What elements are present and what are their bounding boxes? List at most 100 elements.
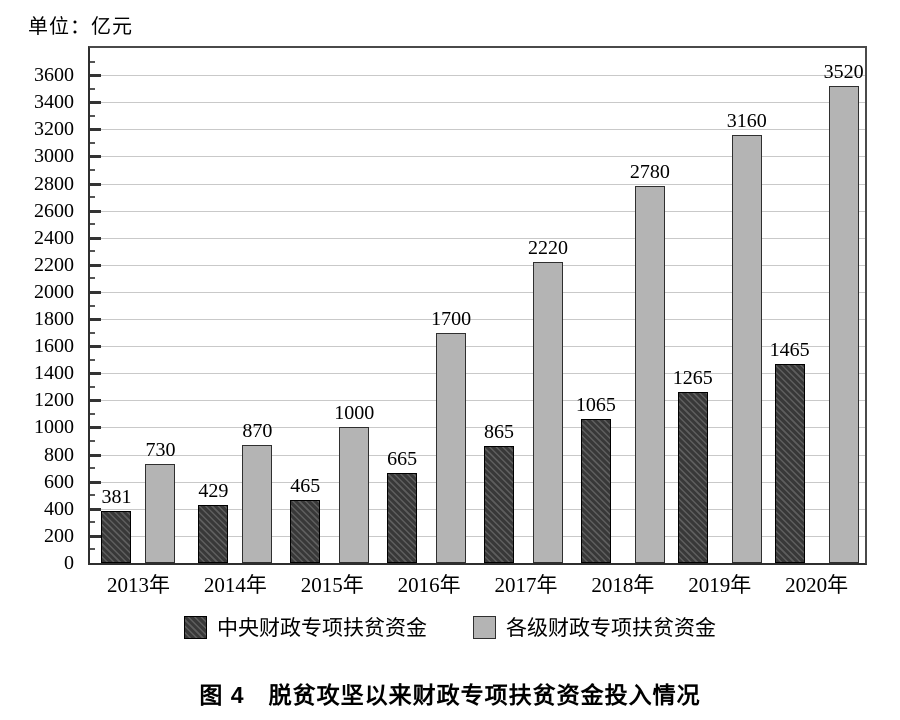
- unit-label: 单位：亿元: [28, 16, 133, 38]
- y-minor-tick: [90, 87, 95, 90]
- bar-group: 1265 3160 2019年: [671, 48, 768, 597]
- y-minor-tick: [90, 304, 95, 307]
- y-tick-label: 1000: [34, 416, 74, 439]
- y-tick-label: 2000: [34, 280, 74, 303]
- legend: 中央财政专项扶贫资金 各级财政专项扶贫资金: [0, 612, 900, 642]
- y-major-tick: [90, 318, 101, 322]
- gridline: [90, 291, 865, 293]
- gridline: [90, 319, 865, 321]
- bar-group: 1065 2780 2018年: [574, 48, 671, 597]
- bar-value-label: 2220: [527, 237, 568, 260]
- bar-value-label: 465: [290, 474, 321, 497]
- bar: [145, 464, 176, 563]
- y-minor-tick: [90, 196, 95, 199]
- bar-with-label: 2780: [630, 161, 670, 563]
- y-tick-label: 1800: [34, 308, 74, 331]
- y-major-tick: [90, 128, 101, 132]
- bar-value-label: 730: [145, 439, 176, 462]
- y-minor-tick: [90, 331, 95, 334]
- gridline: [90, 481, 865, 483]
- y-tick-label: 1200: [34, 389, 74, 412]
- bar-with-label: 465: [290, 474, 321, 563]
- y-major-tick: [90, 345, 101, 349]
- y-major-tick: [90, 399, 101, 403]
- y-minor-tick: [90, 494, 95, 497]
- bar-with-label: 1265: [673, 367, 713, 563]
- y-minor-tick: [90, 385, 95, 388]
- legend-label-all-levels-funds: 各级财政专项扶贫资金: [506, 616, 716, 640]
- bar-group: 381 730 2013年: [90, 48, 187, 597]
- y-minor-tick: [90, 358, 95, 361]
- y-major-tick: [90, 263, 101, 267]
- y-tick-label: 2800: [34, 172, 74, 195]
- x-tick-label: 2020年: [785, 573, 849, 597]
- y-major-tick: [90, 209, 101, 213]
- bar-group: 1465 3520 2020年: [768, 48, 865, 597]
- gridline: [90, 156, 865, 158]
- gridline: [90, 400, 865, 402]
- bar: [198, 504, 229, 563]
- gridline: [90, 102, 865, 104]
- legend-swatch-light-solid-icon: [473, 615, 496, 639]
- bar: [677, 391, 708, 563]
- bar-value-label: 870: [242, 420, 273, 443]
- legend-label-central-funds: 中央财政专项扶贫资金: [217, 616, 427, 640]
- bar: [483, 445, 514, 563]
- bar: [731, 134, 762, 563]
- bar-with-label: 1065: [576, 394, 616, 563]
- bar-value-label: 865: [483, 420, 514, 443]
- y-tick-label: 3600: [34, 64, 74, 87]
- bar-value-label: 2780: [629, 161, 670, 184]
- y-major-tick: [90, 290, 101, 294]
- bar-with-label: 2220: [528, 237, 568, 563]
- y-major-tick: [90, 453, 101, 457]
- plot-area: 381 730 2013年 429 870 2014年 465 1000 2015年 665 170…: [88, 46, 867, 597]
- bar-with-label: 665: [387, 447, 418, 563]
- y-tick-label: 800: [44, 443, 74, 466]
- gridline: [90, 75, 865, 77]
- y-major-tick: [90, 182, 101, 186]
- y-minor-tick: [90, 60, 95, 63]
- bar: [580, 418, 611, 563]
- y-tick-label: 200: [44, 524, 74, 547]
- y-tick-label: 600: [44, 470, 74, 493]
- bar: [532, 262, 563, 563]
- bar: [290, 499, 321, 563]
- bar: [828, 85, 859, 563]
- bar-value-label: 381: [101, 486, 132, 509]
- gridline: [90, 535, 865, 537]
- y-major-tick: [90, 74, 101, 78]
- bar-value-label: 3520: [823, 60, 864, 83]
- bar-with-label: 381: [101, 486, 132, 563]
- gridline: [90, 373, 865, 375]
- y-tick-label: 2200: [34, 253, 74, 276]
- y-axis-labels: 200 400 600 800 1000 1200 1400 1600 1800 2000 2200…: [0, 46, 74, 574]
- bar-with-label: 1000: [334, 402, 374, 563]
- bar-with-label: 3520: [824, 61, 864, 563]
- figure-caption: 图 4 脱贫攻坚以来财政专项扶贫资金投入情况: [199, 682, 701, 708]
- bar-with-label: 865: [483, 420, 514, 563]
- gridline: [90, 454, 865, 456]
- y-major-tick: [90, 101, 101, 105]
- y-major-tick: [90, 236, 101, 240]
- y-minor-tick: [90, 440, 95, 443]
- gridline: [90, 346, 865, 348]
- gridline: [90, 508, 865, 510]
- bar-value-label: 429: [198, 479, 229, 502]
- y-tick-label: 400: [44, 497, 74, 520]
- bar-group: 665 1700 2016年: [381, 48, 478, 597]
- bar-value-label: 665: [387, 447, 418, 470]
- y-tick-label: 3200: [34, 118, 74, 141]
- y-minor-tick: [90, 467, 95, 470]
- bar: [101, 511, 132, 563]
- y-tick-label: 1600: [34, 335, 74, 358]
- legend-item-all-levels-funds: 各级财政专项扶贫资金: [473, 612, 716, 642]
- bar-group: 865 2220 2017年: [478, 48, 575, 597]
- bar-value-label: 1465: [769, 339, 810, 362]
- y-minor-tick: [90, 250, 95, 253]
- y-minor-tick: [90, 168, 95, 171]
- bar-with-label: 1700: [431, 308, 471, 563]
- gridline: [90, 427, 865, 429]
- bars-row: 381 730 2013年 429 870 2014年 465 1000 2015年 665 170…: [90, 48, 865, 597]
